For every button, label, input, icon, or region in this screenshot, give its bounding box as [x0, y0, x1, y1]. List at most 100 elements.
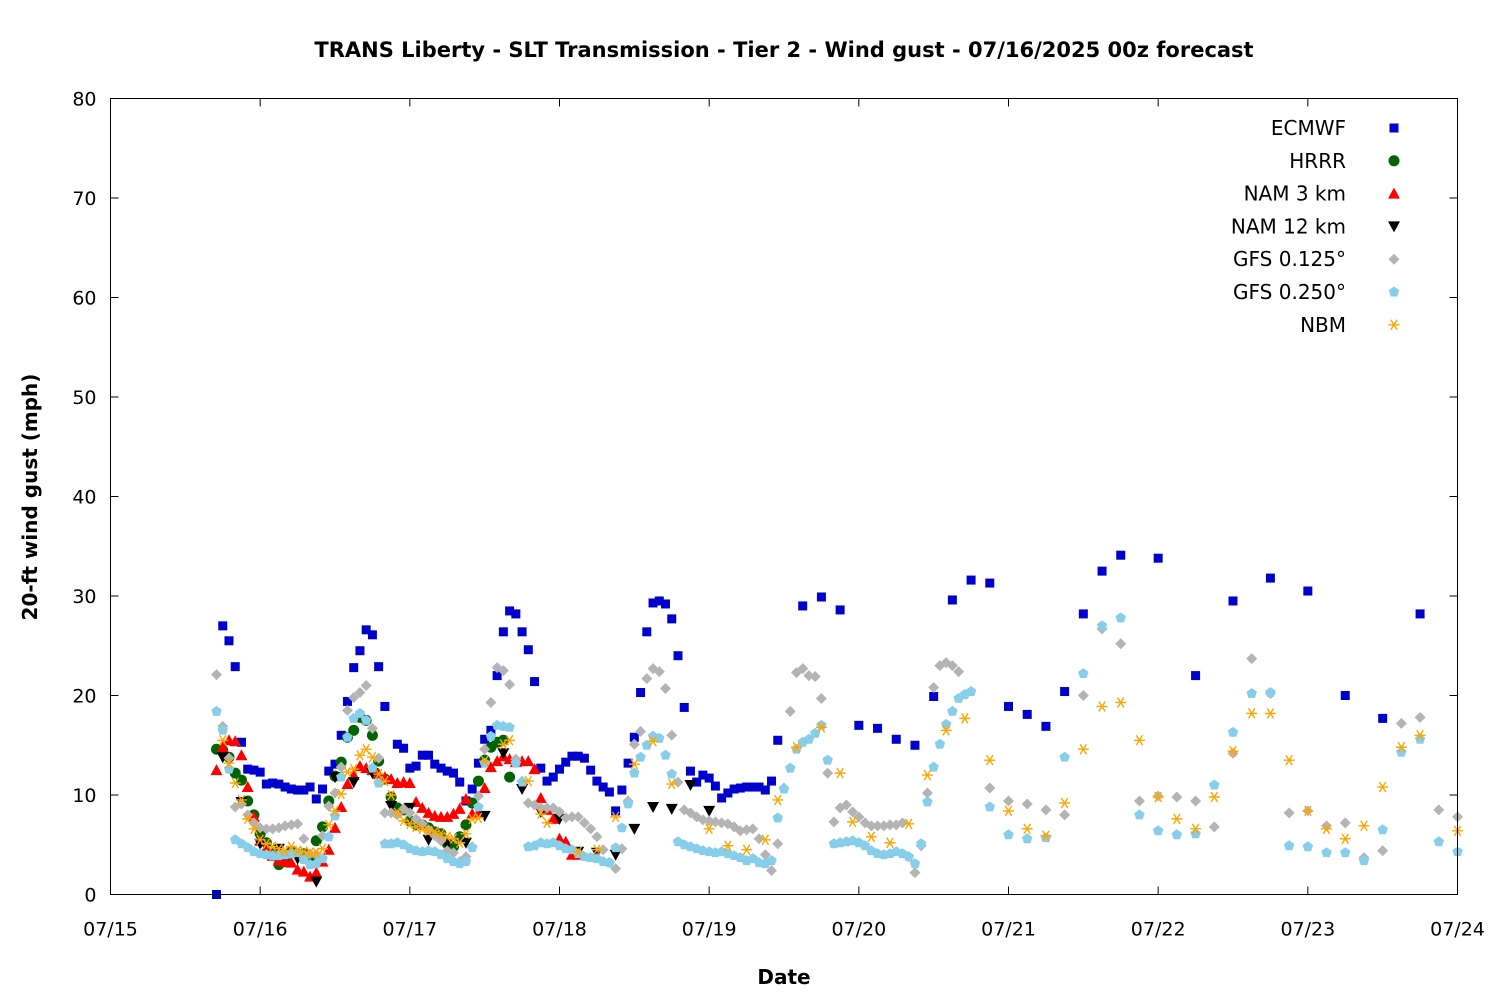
legend-marker: [1388, 253, 1400, 265]
data-point: [859, 840, 871, 851]
data-point: [385, 800, 398, 812]
data-point: [542, 776, 552, 786]
data-point: [404, 807, 416, 819]
data-point: [822, 754, 833, 765]
data-point: [604, 857, 615, 868]
data-point: [616, 822, 628, 833]
data-point: [586, 765, 596, 775]
data-point: [984, 801, 996, 812]
data-point: [1096, 620, 1108, 631]
series-gfs-0-250-: [211, 612, 1463, 870]
x-axis-label: Date: [757, 965, 810, 989]
data-point: [329, 787, 341, 799]
data-point: [1227, 726, 1239, 737]
data-point: [299, 785, 309, 795]
legend-label: NAM 12 km: [1231, 214, 1346, 238]
data-point: [466, 813, 478, 825]
data-point: [1340, 691, 1350, 700]
data-point: [422, 806, 435, 818]
data-point: [610, 811, 622, 823]
data-point: [547, 812, 560, 824]
data-point: [628, 758, 640, 770]
data-point: [305, 782, 315, 792]
data-point: [273, 843, 285, 855]
data-point: [366, 751, 378, 763]
data-point: [447, 807, 460, 819]
data-point: [835, 605, 845, 615]
data-point: [946, 660, 958, 672]
data-point: [385, 789, 397, 801]
data-point: [934, 738, 946, 749]
data-point: [379, 775, 391, 787]
data-point: [216, 741, 229, 753]
data-point: [1133, 734, 1145, 746]
data-point: [1378, 713, 1388, 723]
data-point: [241, 781, 254, 793]
data-point: [293, 785, 303, 795]
data-point: [710, 781, 720, 791]
data-point: [853, 811, 865, 823]
data-point: [959, 713, 971, 724]
data-point: [591, 844, 603, 856]
data-point: [772, 812, 783, 823]
data-point: [984, 782, 996, 794]
y-tick-label: 60: [72, 288, 96, 310]
data-point: [984, 754, 996, 766]
data-point: [354, 707, 366, 718]
data-point: [473, 801, 484, 812]
data-point: [1040, 830, 1052, 842]
legend-label: GFS 0.125°: [1233, 247, 1346, 271]
data-point: [1004, 701, 1013, 711]
data-point: [1022, 709, 1032, 719]
data-point: [666, 729, 678, 741]
data-point: [1153, 553, 1163, 563]
y-tick-label: 0: [84, 885, 96, 907]
data-point: [235, 749, 248, 761]
data-point: [530, 677, 540, 687]
y-tick-label: 80: [72, 89, 96, 111]
data-point: [267, 841, 279, 853]
data-point: [329, 810, 341, 821]
data-point: [392, 739, 402, 749]
data-point: [1414, 711, 1426, 723]
data-point: [497, 734, 509, 746]
data-point: [242, 813, 254, 825]
data-point: [555, 764, 564, 774]
data-point: [492, 671, 502, 681]
data-point: [442, 766, 452, 776]
data-point: [759, 834, 771, 846]
data-point: [797, 663, 809, 675]
data-point: [459, 792, 472, 804]
x-tick-label: 07/15: [83, 919, 138, 941]
x-tick-label: 07/24: [1430, 919, 1485, 941]
data-point: [1227, 745, 1239, 757]
data-point: [1134, 809, 1145, 820]
data-point: [685, 766, 695, 776]
data-point: [1041, 721, 1051, 731]
data-point: [1152, 791, 1164, 803]
data-point: [790, 741, 802, 753]
data-point: [367, 762, 378, 773]
data-point: [348, 691, 360, 703]
data-point: [865, 831, 877, 843]
data-point: [1078, 609, 1088, 619]
data-point: [635, 725, 647, 737]
data-point: [760, 785, 770, 795]
data-point: [609, 849, 622, 861]
data-point: [473, 758, 483, 768]
y-tick-label: 10: [72, 785, 96, 807]
y-axis-label: 20-ft wind gust (mph): [18, 374, 42, 621]
data-point: [735, 783, 745, 793]
data-point: [598, 782, 608, 792]
data-point: [224, 636, 234, 646]
data-point: [1115, 638, 1127, 650]
x-tick-label: 07/18: [532, 919, 587, 941]
data-point: [759, 849, 771, 861]
data-point: [573, 751, 583, 761]
data-point: [1191, 671, 1201, 681]
data-point: [1021, 823, 1033, 835]
data-point: [460, 828, 472, 840]
data-point: [1060, 687, 1070, 697]
plot-frame: [110, 98, 1458, 895]
